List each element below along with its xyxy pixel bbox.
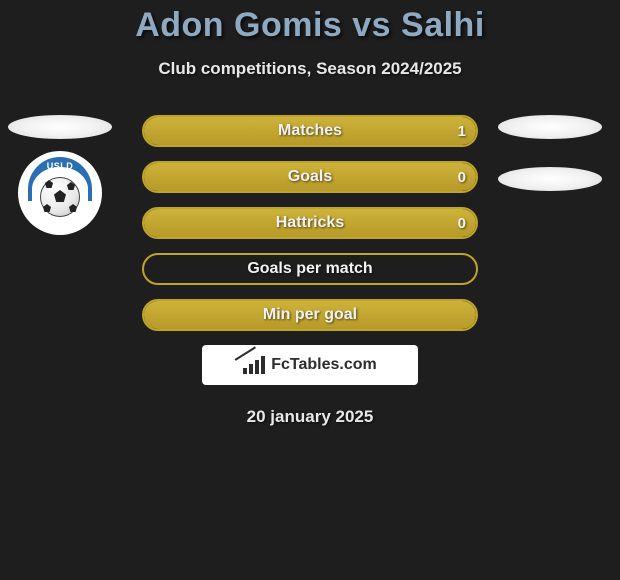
bar-chart-icon: [243, 356, 265, 374]
stat-row-goals-per-match: Goals per match: [142, 253, 478, 285]
stat-value-left: [144, 255, 164, 283]
brand-label: FcTables.com: [271, 356, 377, 374]
brand-box[interactable]: FcTables.com: [202, 345, 418, 385]
stat-row-matches: Matches 1: [142, 115, 478, 147]
stat-value-right: [456, 301, 476, 329]
stat-value-right: 0: [448, 209, 476, 237]
date-text: 20 january 2025: [0, 407, 620, 427]
stat-value-right: 1: [448, 117, 476, 145]
stat-row-goals: Goals 0: [142, 161, 478, 193]
soccer-ball-icon: [40, 177, 80, 217]
left-club-badge: USLD: [18, 151, 102, 235]
stat-value-left: [144, 163, 164, 191]
stat-value-left: [144, 301, 164, 329]
stat-label: Goals per match: [247, 260, 372, 278]
left-player-column: USLD: [8, 115, 112, 235]
stat-value-right: 0: [448, 163, 476, 191]
stat-value-left: [144, 117, 164, 145]
center-stats: Matches 1 Goals 0 Hattricks 0 Goals per …: [142, 115, 478, 331]
right-player-placeholder-oval-2: [498, 167, 602, 191]
stat-value-right: [456, 255, 476, 283]
left-player-placeholder-oval: [8, 115, 112, 139]
stat-value-left: [144, 209, 164, 237]
club-badge-text: USLD: [30, 161, 90, 171]
stat-label: Goals: [288, 168, 332, 186]
stat-label: Min per goal: [263, 306, 357, 324]
right-player-column: [498, 115, 602, 191]
subtitle: Club competitions, Season 2024/2025: [0, 59, 620, 79]
right-player-placeholder-oval-1: [498, 115, 602, 139]
page-title: Adon Gomis vs Salhi: [0, 0, 620, 45]
stat-label: Matches: [278, 122, 342, 140]
stat-row-hattricks: Hattricks 0: [142, 207, 478, 239]
stat-label: Hattricks: [276, 214, 344, 232]
stat-row-min-per-goal: Min per goal: [142, 299, 478, 331]
stats-container: USLD Matches 1 Goals 0: [0, 115, 620, 331]
